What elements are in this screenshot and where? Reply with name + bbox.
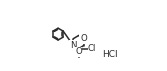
Text: O: O — [80, 34, 87, 43]
Text: N: N — [70, 41, 77, 50]
Text: Cl: Cl — [88, 44, 96, 53]
Text: O: O — [75, 47, 82, 56]
Text: HCl: HCl — [102, 50, 117, 59]
